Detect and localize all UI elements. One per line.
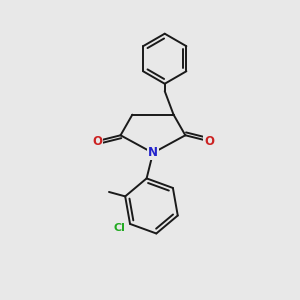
Text: O: O xyxy=(204,135,214,148)
Text: O: O xyxy=(92,135,102,148)
Text: N: N xyxy=(148,146,158,159)
Text: Cl: Cl xyxy=(114,223,126,233)
